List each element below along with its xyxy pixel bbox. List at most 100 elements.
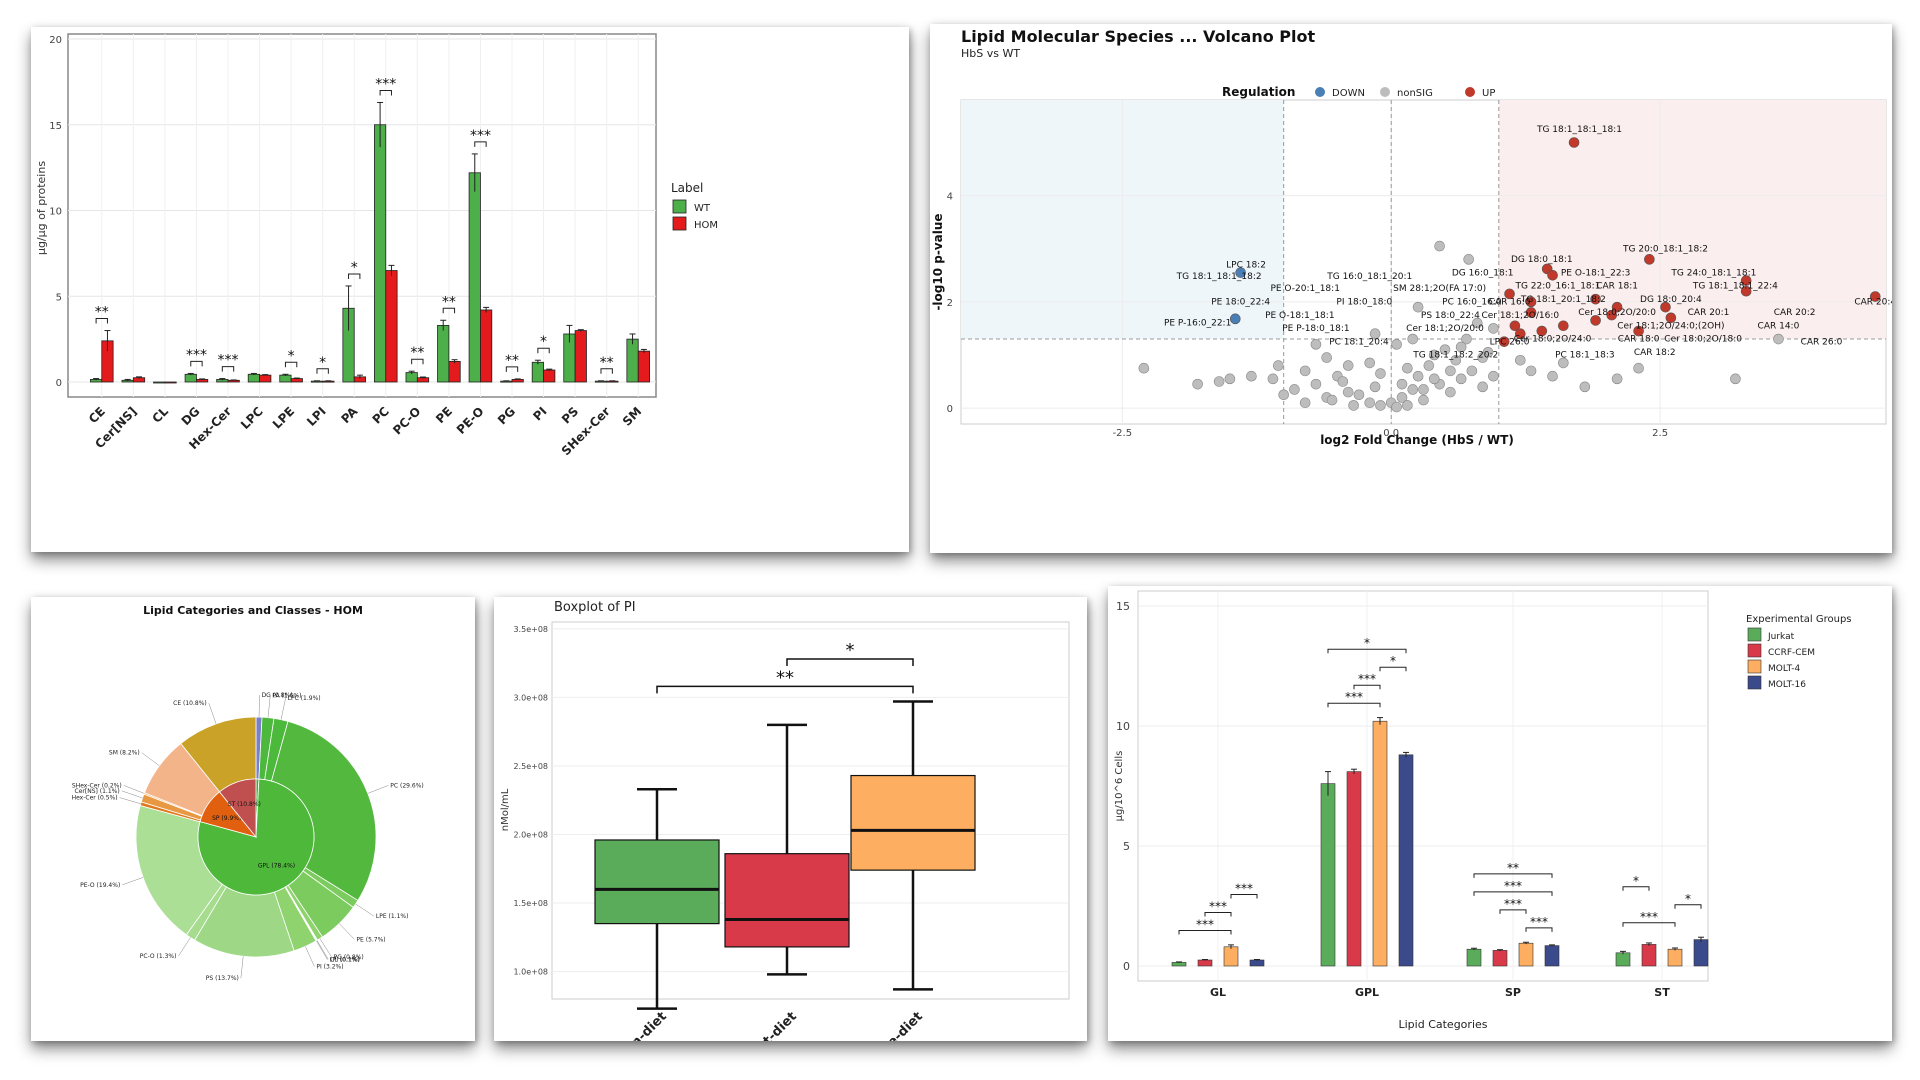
significance-bracket [656, 685, 914, 694]
significance-bracket [379, 89, 392, 96]
point-up [1536, 325, 1548, 337]
bar-jurkat-SP [1466, 948, 1482, 967]
point-up [1547, 269, 1558, 281]
point-nonsig [1364, 397, 1376, 409]
point-label: TG 22:0_16:1_18:1 [1514, 282, 1600, 292]
point-label: PE O-18:1_22:3 [1561, 268, 1630, 278]
point-label: PI 18:0_18:0 [1336, 297, 1392, 307]
significance-label: ** [410, 345, 424, 361]
point-up [1665, 312, 1677, 324]
point-nonsig [1337, 376, 1349, 387]
slice-label: Cer[NS] (1.1%) [75, 788, 120, 795]
significance-bracket [221, 366, 235, 372]
bar-hom-PE [448, 361, 461, 383]
point-nonsig [1289, 384, 1300, 395]
point-up [1644, 254, 1655, 265]
point-label: CAR 16:0 [1489, 297, 1531, 307]
chart-subtitle: HbS vs WT [961, 47, 1020, 60]
slice-label: SHex-Cer (0.2%) [72, 782, 122, 789]
leader-line [267, 695, 271, 718]
bar-wt-PC [374, 124, 387, 383]
bar-chart-lipid-categories-panel: 0 5 10 15 μg/10^6 Cells Lipid Categories *** **… [1108, 586, 1892, 1041]
point-up [1525, 296, 1537, 308]
point-label: CAR 18:1 [1596, 282, 1638, 292]
point-up [1611, 301, 1623, 313]
bar-wt-PE [437, 325, 450, 383]
volcano-plot: Lipid Molecular Species ... Volcano Plot… [931, 27, 1892, 447]
slice-label: LPE (1.1%) [376, 913, 409, 920]
point-nonsig [1515, 354, 1526, 366]
x-tick-label: LPE [270, 404, 297, 431]
bar-ccrf-cem-SP [1492, 950, 1508, 967]
plot-area [67, 33, 657, 398]
x-tick-label: 2.5 [1652, 428, 1668, 439]
sunburst-chart: Lipid Categories and Classes - HOM DG (0.… [72, 604, 424, 982]
slice-label: PS (13.7%) [206, 975, 239, 982]
point-nonsig [1525, 365, 1537, 377]
significance-bracket [1499, 909, 1527, 914]
significance-label: *** [218, 353, 239, 369]
x-tick-label: PC [370, 404, 392, 426]
y-tick-label: 0 [1123, 960, 1130, 973]
point-nonsig [1267, 373, 1279, 385]
point-up [1504, 288, 1515, 300]
bar-molt-4-GL [1223, 946, 1239, 967]
point-nonsig [1455, 373, 1467, 385]
significance-label: *** [1640, 910, 1658, 924]
x-tick-label: ST [1654, 986, 1670, 999]
point-label: TG 18:1_18:1_18:2 [1176, 272, 1262, 282]
point-nonsig [1423, 360, 1435, 371]
point-label: TG 18:1_18:1_18:1 [1536, 125, 1622, 135]
bar-wt-LPC [247, 373, 260, 383]
x-tick-label: SM [620, 404, 644, 428]
point-nonsig [1310, 378, 1322, 390]
significance-bracket [1622, 922, 1676, 927]
significance-label: *** [1235, 881, 1253, 895]
leader-line [338, 923, 355, 940]
bar-molt-16-ST [1693, 939, 1709, 967]
point-label: TG 18:1_20:1_18:2 [1520, 295, 1606, 305]
point-nonsig [1375, 368, 1386, 379]
point-label: Cer 18:1;2O/16:0 [1481, 311, 1559, 321]
x-tick-label: SP [1505, 986, 1521, 999]
point-nonsig [1455, 341, 1467, 353]
significance-bracket [1230, 893, 1258, 899]
point-down [1229, 313, 1241, 325]
point-nonsig [1299, 397, 1311, 409]
point-up [1590, 315, 1601, 326]
x-tick-label: PS [559, 404, 581, 426]
significance-label: *** [186, 347, 207, 363]
point-label: TG 20:0_18:1_18:2 [1622, 244, 1708, 254]
box [850, 774, 976, 871]
point-up [1509, 320, 1521, 332]
significance-bracket [284, 361, 298, 368]
bar-hom-PE-O [480, 309, 493, 383]
chart-title: Lipid Molecular Species ... Volcano Plot [961, 27, 1315, 46]
slice-label: LPC (1.9%) [288, 695, 321, 702]
significance-bracket [474, 141, 487, 147]
point-up [1660, 301, 1671, 313]
point-nonsig [1412, 370, 1424, 382]
legend-label: Jurkat [1767, 632, 1795, 642]
significance-bracket [537, 347, 550, 354]
x-tick-label: PE [433, 404, 455, 426]
point-down [1235, 267, 1246, 278]
slice-label: Hex-Cer (0.5%) [72, 795, 118, 802]
point-nonsig [1547, 370, 1558, 382]
point-nonsig [1471, 317, 1483, 329]
slice-label: SP (9.9%) [212, 815, 241, 822]
point-nonsig [1326, 394, 1338, 406]
x-axis-label: log2 Fold Change (HbS / WT) [1320, 433, 1514, 447]
x-tick-label: PA [338, 404, 360, 426]
significance-label: * [288, 348, 295, 364]
point-label: Cer 18:0;2O/20:0 [1578, 308, 1656, 318]
point-nonsig [1477, 352, 1488, 363]
legend-title: Label [671, 181, 703, 195]
significance-label: * [1633, 874, 1639, 888]
point-nonsig [1730, 373, 1741, 385]
legend-swatch-wt [672, 199, 687, 214]
point-up [1869, 291, 1881, 302]
significance-bracket [600, 368, 613, 374]
slice-label: CL (0.1%) [330, 956, 359, 963]
slice-label: PA (1.6%) [272, 693, 301, 700]
